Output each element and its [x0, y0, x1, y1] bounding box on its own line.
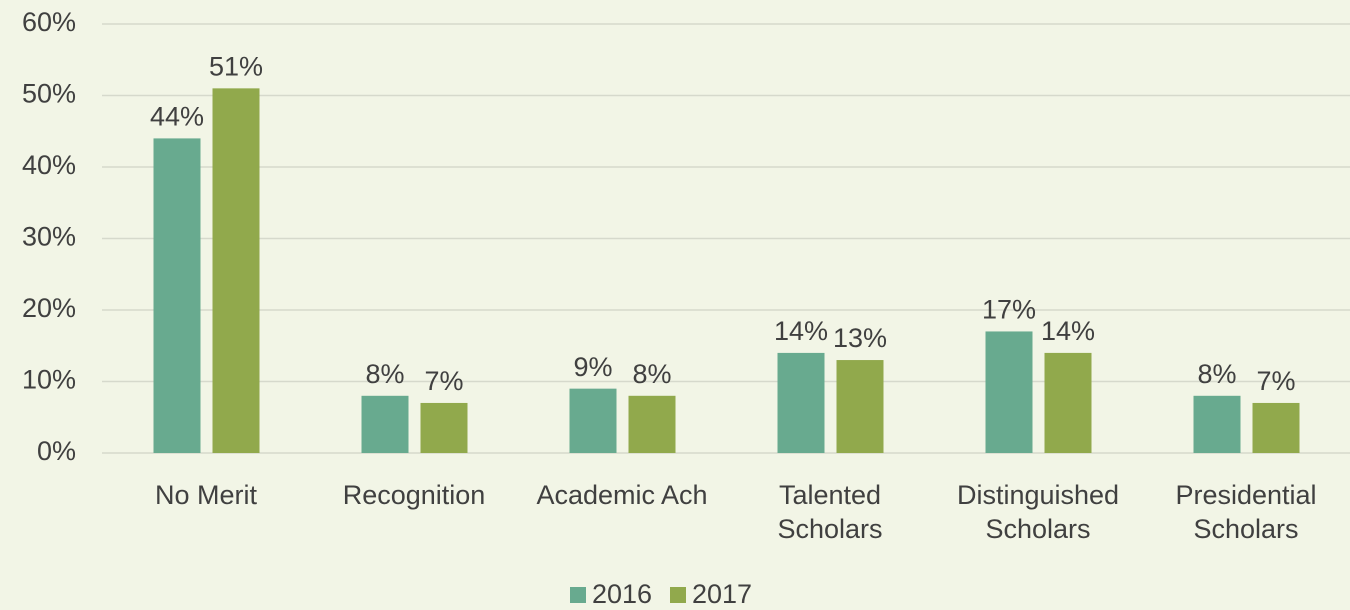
bar — [1044, 352, 1092, 453]
data-label: 7% — [424, 366, 463, 396]
x-tick-label: Talented Scholars — [777, 480, 883, 544]
y-tick-label: 20% — [22, 293, 76, 323]
data-label: 7% — [1256, 366, 1295, 396]
y-tick-label: 30% — [22, 222, 76, 252]
data-label: 51% — [209, 51, 263, 81]
legend-label: 2017 — [692, 579, 752, 609]
bar — [212, 88, 260, 453]
legend-swatch — [570, 587, 586, 603]
data-label: 14% — [774, 316, 828, 346]
bar — [1193, 395, 1241, 453]
y-tick-label: 60% — [22, 7, 76, 37]
bar — [1252, 402, 1300, 453]
data-label: 8% — [1197, 359, 1236, 389]
x-tick-label: Recognition — [342, 480, 486, 510]
bar — [569, 388, 617, 453]
x-tick-label: Distinguished Scholars — [956, 480, 1120, 544]
bar — [777, 352, 825, 453]
bar — [420, 402, 468, 453]
x-tick-label: Academic Ach — [536, 480, 708, 510]
y-tick-label: 10% — [22, 365, 76, 395]
data-label: 44% — [150, 102, 204, 132]
data-label: 9% — [573, 352, 612, 382]
bar — [985, 331, 1033, 453]
legend-label: 2016 — [592, 579, 652, 609]
bar — [836, 360, 884, 453]
y-tick-label: 40% — [22, 150, 76, 180]
bar — [361, 395, 409, 453]
data-label: 13% — [833, 323, 887, 353]
x-tick-label: Presidential Scholars — [1175, 480, 1317, 544]
bar — [153, 138, 201, 453]
y-tick-label: 0% — [37, 436, 76, 466]
y-tick-label: 50% — [22, 79, 76, 109]
legend-swatch — [670, 587, 686, 603]
data-label: 17% — [982, 295, 1036, 325]
bar — [628, 395, 676, 453]
data-label: 8% — [365, 359, 404, 389]
data-label: 8% — [632, 359, 671, 389]
x-tick-label: No Merit — [154, 480, 257, 510]
data-label: 14% — [1041, 316, 1095, 346]
